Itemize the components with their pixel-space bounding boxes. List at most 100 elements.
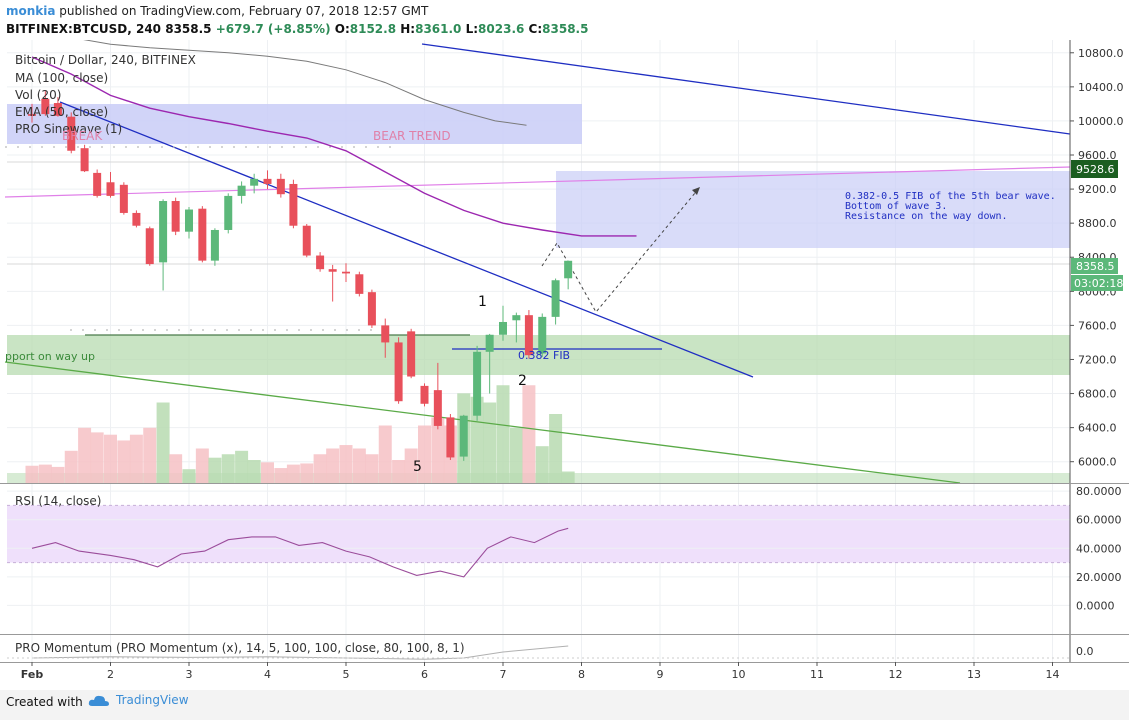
sinewave-legend[interactable]: PRO Sinewave (1) [15,122,122,136]
time-tick-label: 10 [732,668,746,681]
candle-body [512,315,521,321]
candle[interactable] [446,413,455,460]
candle-body [367,292,376,326]
momentum-line[interactable] [31,645,569,660]
time-axis[interactable]: Feb 2 3 4 5 6 7 8 9 10 11 12 13 14 [21,662,1060,681]
candle[interactable] [499,305,507,341]
support-trendline[interactable] [4,361,961,484]
last-price: 8358.5 [165,22,212,36]
chart-title: Bitcoin / Dollar, 240, BITFINEX [15,53,196,67]
candle[interactable] [407,328,416,379]
fib-resistance-zone[interactable] [556,171,1070,248]
candle[interactable] [459,414,468,461]
candle[interactable] [198,206,207,263]
candle[interactable] [132,210,141,228]
ema-50-line[interactable] [31,56,637,237]
rsi-pane[interactable]: RSI (14, close) 80.0000 60.0000 40.0000 20.… [7,484,1122,634]
candle[interactable] [367,289,376,328]
candle[interactable] [224,193,233,234]
candle[interactable] [512,312,521,343]
support-label: pport on way up [5,350,95,363]
candle[interactable] [316,252,325,272]
candle-body [80,148,89,172]
volume-bar [404,448,418,483]
candle[interactable] [171,197,180,236]
publish-line: monkia published on TradingView.com, Feb… [6,4,428,18]
momentum-legend[interactable]: PRO Momentum (PRO Momentum (x), 14, 5, 1… [15,641,465,655]
candle[interactable] [119,182,128,215]
candle[interactable] [289,179,298,229]
volume-bar [247,460,261,483]
momentum-pane[interactable]: PRO Momentum (PRO Momentum (x), 14, 5, 1… [7,635,1094,662]
candle[interactable] [473,345,482,421]
price-tick-label: 9200.0 [1078,183,1117,196]
volume-bar [129,434,143,483]
volume-bar [313,454,327,483]
candle[interactable] [185,206,193,239]
candle[interactable] [551,278,560,325]
candle[interactable] [524,310,533,359]
candle[interactable] [53,97,62,117]
ma-100-line[interactable] [32,40,527,126]
bear-trend-label: BEAR TREND [373,129,451,143]
candle[interactable] [276,173,285,198]
tradingview-brand-text: TradingView [116,693,189,707]
candle[interactable] [420,383,429,407]
candle-body [355,274,364,294]
magenta-trendline[interactable] [4,166,1071,198]
ma-legend[interactable]: MA (100, close) [15,71,108,85]
rsi-axis[interactable]: 80.0000 60.0000 40.0000 20.0000 0.0000 [1076,485,1122,612]
candle[interactable] [159,199,168,291]
bear-trend-zone[interactable] [7,104,582,144]
candle[interactable] [237,181,246,204]
time-tick-label: Feb [21,668,44,681]
time-tick-label: 4 [264,668,271,681]
candle[interactable] [433,362,442,430]
volume-bar [51,466,65,483]
author-link[interactable]: monkia [6,4,56,18]
candle[interactable] [28,103,36,123]
candle[interactable] [145,226,154,266]
ema-legend[interactable]: EMA (50, close) [15,105,108,119]
candle[interactable] [381,318,390,358]
candle[interactable] [263,170,272,190]
candle-body [328,269,337,272]
candle[interactable] [93,169,102,198]
tradingview-link[interactable]: TradingView [88,693,189,708]
volume-bar [90,432,104,483]
candle[interactable] [41,91,50,116]
price-axis[interactable]: 6000.06400.06800.07200.07600.08000.08400… [1070,47,1124,469]
candle-body [394,342,403,402]
candle[interactable] [328,264,337,302]
candle[interactable] [342,263,350,282]
rsi-grid [7,490,1070,606]
time-tick-label: 7 [500,668,507,681]
candle-body [132,212,141,226]
candle-body [145,228,154,265]
countdown-text: 03:02:18 [1074,277,1123,290]
candle[interactable] [250,173,259,194]
candlesticks[interactable] [28,91,573,461]
candle[interactable] [564,260,573,290]
candle[interactable] [355,271,364,297]
rsi-line[interactable] [31,527,569,578]
candle[interactable] [302,224,311,258]
candle-body [473,351,482,416]
candle[interactable] [210,228,219,266]
candle[interactable] [80,144,89,173]
volume-legend[interactable]: Vol (20) [15,88,61,102]
candle[interactable] [67,112,76,154]
rsi-legend[interactable]: RSI (14, close) [15,494,101,508]
last-price-badge: 8358.5 03:02:18 [1071,258,1123,291]
chart-canvas[interactable]: Bitcoin / Dollar, 240, BITFINEX MA (100,… [0,40,1129,690]
candle-body [302,225,311,256]
candle[interactable] [106,172,115,198]
candle-body [198,208,207,261]
descending-trendline[interactable] [59,101,754,378]
candle-body [210,229,219,261]
price-tick-label: 6400.0 [1078,422,1117,435]
candle[interactable] [394,337,403,404]
upper-trendline[interactable] [421,43,1071,135]
candle[interactable] [538,313,547,357]
candle[interactable] [485,333,494,394]
